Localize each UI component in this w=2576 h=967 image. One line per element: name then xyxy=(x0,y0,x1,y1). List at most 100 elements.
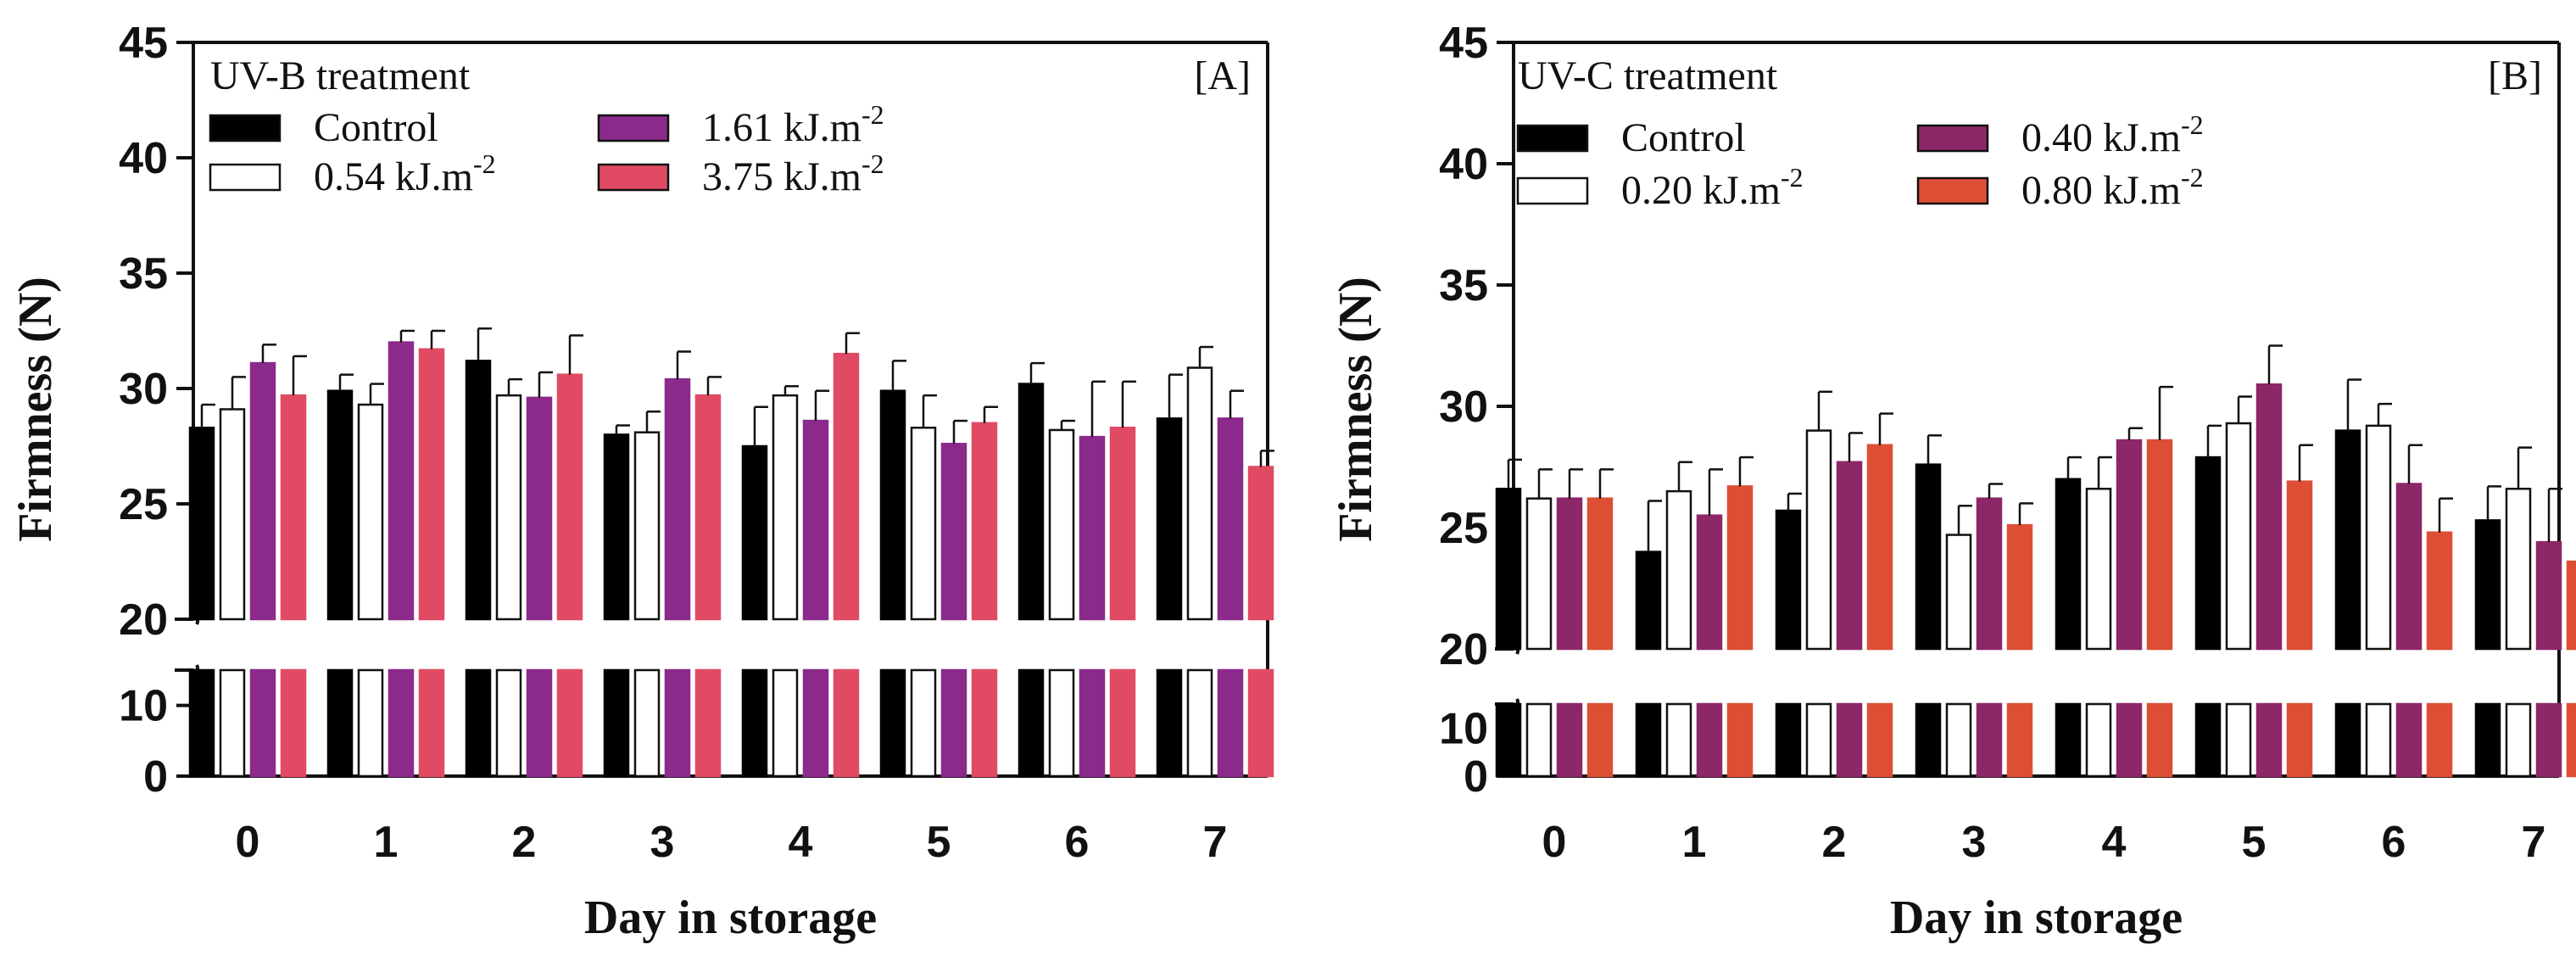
bar xyxy=(802,419,829,621)
bar xyxy=(2365,424,2392,651)
bar-lower-segment xyxy=(526,668,553,778)
legend-swatch xyxy=(209,163,282,192)
bar-lower-segment xyxy=(2426,702,2453,778)
bar xyxy=(1945,534,1972,651)
bar xyxy=(910,426,937,621)
x-tick-label: 4 xyxy=(2102,818,2127,867)
bar-lower-segment xyxy=(280,668,307,778)
bar-lower-segment xyxy=(1495,702,1522,778)
bar-lower-segment xyxy=(1217,668,1244,778)
bar-lower-segment xyxy=(2116,702,2143,778)
bar-lower-segment xyxy=(495,668,522,778)
bar xyxy=(1696,514,1723,651)
bar xyxy=(833,352,860,621)
x-tick-label: 2 xyxy=(1822,818,1847,867)
legend-label: Control xyxy=(314,105,438,150)
bar xyxy=(2225,422,2252,651)
bar xyxy=(280,394,307,621)
y-tick-label: 25 xyxy=(1439,504,1488,553)
legend-label-superscript: -2 xyxy=(861,148,884,179)
bar-lower-segment xyxy=(910,668,937,778)
bar xyxy=(603,433,630,621)
legend-label-text: Control xyxy=(314,105,438,150)
bar-lower-segment xyxy=(219,668,246,778)
bar xyxy=(1186,366,1213,621)
bar-lower-segment xyxy=(2566,702,2576,778)
bar xyxy=(1048,428,1075,621)
legend-label-text: 3.75 kJ.m xyxy=(702,154,861,199)
bar-lower-segment xyxy=(556,668,583,778)
y-tick-label: 20 xyxy=(1439,625,1488,674)
legend-label-text: Control xyxy=(1621,115,1746,160)
bar-lower-segment xyxy=(2474,702,2501,778)
bar xyxy=(326,389,354,621)
legend-label-text: 0.20 kJ.m xyxy=(1621,168,1781,213)
bar xyxy=(2085,487,2112,651)
bar xyxy=(1018,383,1045,621)
bar-lower-segment xyxy=(249,668,276,778)
bar-lower-segment xyxy=(1525,702,1553,778)
bar xyxy=(1775,509,1802,651)
bar xyxy=(1156,417,1183,621)
y-tick-label: 35 xyxy=(1439,261,1488,310)
bar-lower-segment xyxy=(1635,702,1662,778)
y-tick-label: 40 xyxy=(119,134,168,183)
bar-lower-segment xyxy=(1048,668,1075,778)
x-tick-label: 2 xyxy=(512,818,537,867)
legend-label-text: 1.61 kJ.m xyxy=(702,105,861,150)
bar-lower-segment xyxy=(879,668,906,778)
y-tick-label: 10 xyxy=(1439,704,1488,753)
bar xyxy=(2426,531,2453,651)
x-tick-label: 1 xyxy=(374,818,399,867)
y-tick-label: 0 xyxy=(143,752,168,802)
bar-lower-segment xyxy=(603,668,630,778)
bar xyxy=(1665,489,1692,651)
x-tick-label: 4 xyxy=(789,818,813,867)
bar-lower-segment xyxy=(2006,702,2033,778)
bar-lower-segment xyxy=(1247,668,1274,778)
bar-lower-segment xyxy=(664,668,691,778)
y-tick-label: 30 xyxy=(1439,383,1488,432)
bar xyxy=(418,348,445,621)
y-tick-label: 30 xyxy=(119,365,168,414)
bar-lower-segment xyxy=(1586,702,1614,778)
bar-lower-segment xyxy=(1945,702,1972,778)
panel-label: [A] xyxy=(1194,53,1251,98)
legend-swatch xyxy=(1916,176,1989,205)
y-tick-label: 45 xyxy=(119,19,168,68)
bar xyxy=(940,443,967,621)
bar-lower-segment xyxy=(1079,668,1106,778)
bar-lower-segment xyxy=(418,668,445,778)
bar-lower-segment xyxy=(2535,702,2562,778)
legend-label-text: 0.80 kJ.m xyxy=(2021,168,2181,213)
bar-lower-segment xyxy=(971,668,998,778)
bar-lower-segment xyxy=(940,668,967,778)
bar xyxy=(388,341,415,621)
bar xyxy=(2055,478,2082,651)
bar-lower-segment xyxy=(1915,702,1942,778)
bar-lower-segment xyxy=(1836,702,1863,778)
bar xyxy=(971,422,998,621)
x-tick-label: 5 xyxy=(927,818,951,867)
bar-lower-segment xyxy=(633,668,661,778)
bar-lower-segment xyxy=(1805,702,1832,778)
y-tick-label: 35 xyxy=(119,249,168,299)
bar-lower-segment xyxy=(2286,702,2313,778)
bar-lower-segment xyxy=(2194,702,2222,778)
bar-lower-segment xyxy=(1156,668,1183,778)
bar-lower-segment xyxy=(772,668,799,778)
bar-lower-segment xyxy=(1186,668,1213,778)
bar xyxy=(495,394,522,621)
legend-label: 3.75 kJ.m-2 xyxy=(702,148,884,199)
x-tick-label: 6 xyxy=(2382,818,2406,867)
bar xyxy=(772,394,799,621)
bar-lower-segment xyxy=(2055,702,2082,778)
treatment-title: UV-C treatment xyxy=(1518,53,1778,98)
bar xyxy=(526,396,553,621)
legend-swatch xyxy=(1516,176,1589,205)
bar xyxy=(2505,487,2532,651)
legend-label: Control xyxy=(1621,115,1746,160)
x-tick-label: 0 xyxy=(236,818,260,867)
